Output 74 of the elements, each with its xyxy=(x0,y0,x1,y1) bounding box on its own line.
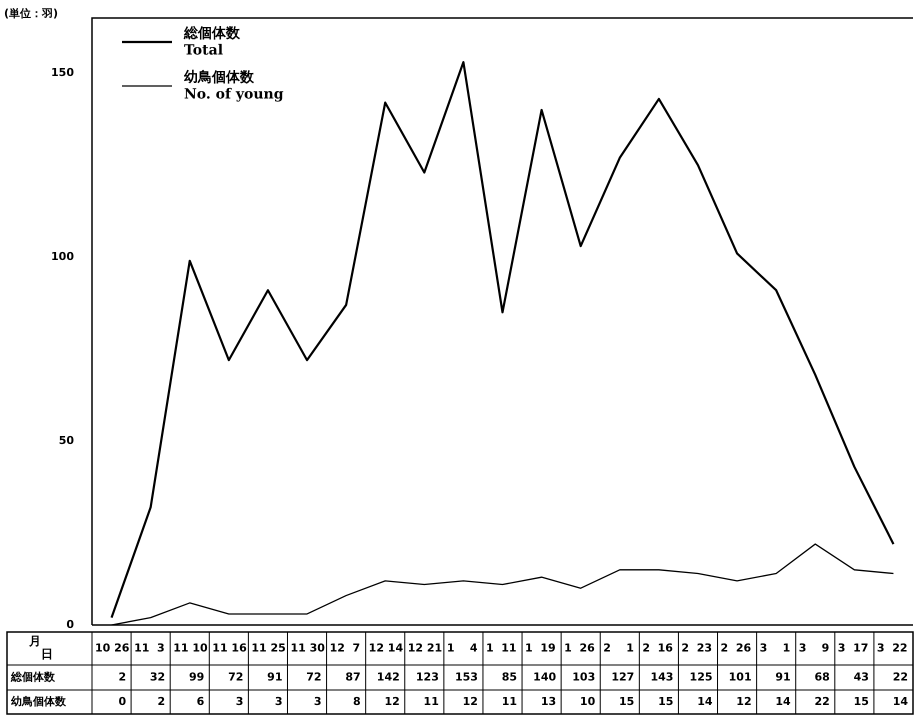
text: 日 xyxy=(41,647,53,662)
data-label: 43 xyxy=(854,670,869,684)
data-label: 8 xyxy=(353,694,361,708)
x-tick-label: 2 16 xyxy=(642,641,674,654)
data-label: 125 xyxy=(690,670,713,684)
data-label: 123 xyxy=(416,670,439,684)
x-tick-label: 11 30 xyxy=(290,641,326,654)
data-label: 15 xyxy=(619,694,634,708)
data-label: 72 xyxy=(306,670,322,684)
legend-label: 幼鳥個体数 No. of young xyxy=(183,70,284,103)
x-tick-label: 12 14 xyxy=(368,641,404,654)
data-label: 22 xyxy=(814,694,830,708)
text: 総個体数 xyxy=(10,670,56,684)
x-tick-label: 11 3 xyxy=(134,641,165,654)
data-label: 3 xyxy=(314,694,322,708)
y-tick-label: 0 xyxy=(66,618,74,631)
text: 月 xyxy=(28,634,41,648)
x-tick-label: 1 19 xyxy=(525,641,556,654)
data-label: 91 xyxy=(267,670,282,684)
x-tick-label: 1 11 xyxy=(486,641,517,654)
data-label: 14 xyxy=(775,694,792,708)
data-label: 72 xyxy=(228,670,244,684)
x-tick-label: 12 7 xyxy=(330,641,360,654)
data-label: 99 xyxy=(188,670,204,684)
data-label: 22 xyxy=(892,670,908,684)
data-label: 153 xyxy=(454,670,478,684)
data-label: 6 xyxy=(196,694,205,708)
legend-label: 総個体数 Total xyxy=(183,26,241,59)
y-axis-title: (単位：羽) xyxy=(4,6,58,20)
x-tick-label: 3 22 xyxy=(876,641,908,654)
data-label: 32 xyxy=(150,670,166,684)
data-label: 14 xyxy=(697,694,713,708)
x-tick-label: 11 25 xyxy=(251,641,286,654)
data-label: 3 xyxy=(236,694,244,708)
data-label: 2 xyxy=(118,670,126,684)
data-label: 12 xyxy=(736,694,752,708)
data-label: 85 xyxy=(502,670,518,684)
x-tick-label: 1 4 xyxy=(446,641,478,654)
data-label: 0 xyxy=(118,694,126,708)
data-label: 14 xyxy=(892,694,908,708)
data-label: 87 xyxy=(345,670,361,684)
data-label: 127 xyxy=(611,670,634,684)
x-tick-label: 11 10 xyxy=(173,641,208,654)
data-label: 143 xyxy=(650,670,674,684)
x-tick-label: 10 26 xyxy=(95,641,130,654)
data-label: 15 xyxy=(854,694,869,708)
text: 幼鳥個体数 xyxy=(10,694,67,708)
data-label: 2 xyxy=(158,694,166,708)
data-label: 12 xyxy=(462,694,478,708)
y-tick-label: 150 xyxy=(51,66,74,80)
x-tick-label: 3 17 xyxy=(838,641,868,654)
x-tick-label: 2 26 xyxy=(720,641,752,654)
x-tick-label: 11 16 xyxy=(212,641,248,654)
data-label: 11 xyxy=(424,694,439,708)
x-tick-label: 3 1 xyxy=(760,641,790,654)
data-label: 13 xyxy=(540,694,556,708)
x-tick-label: 2 23 xyxy=(681,641,712,654)
data-label: 15 xyxy=(658,694,674,708)
data-label: 10 xyxy=(580,694,596,708)
data-label: 101 xyxy=(728,670,752,684)
x-tick-label: 2 1 xyxy=(603,641,634,654)
x-tick-label: 1 26 xyxy=(564,641,596,654)
data-label: 68 xyxy=(814,670,830,684)
data-label: 3 xyxy=(274,694,282,708)
y-tick-label: 50 xyxy=(58,434,74,447)
data-label: 142 xyxy=(376,670,400,684)
data-label: 12 xyxy=(384,694,400,708)
data-label: 103 xyxy=(572,670,596,684)
data-label: 91 xyxy=(775,670,791,684)
x-tick-label: 12 21 xyxy=(408,641,442,654)
y-tick-label: 100 xyxy=(51,250,74,263)
data-label: 140 xyxy=(533,670,556,684)
x-tick-label: 3 9 xyxy=(798,641,830,654)
data-label: 11 xyxy=(502,694,518,708)
